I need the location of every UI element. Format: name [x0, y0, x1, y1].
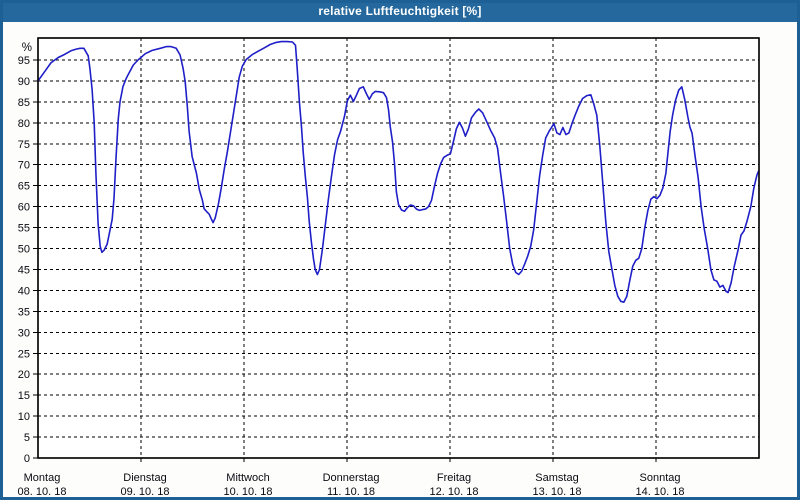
y-tick-label: 25 — [18, 348, 30, 360]
x-date-label: 13. 10. 18 — [533, 486, 582, 498]
x-day-label: Mittwoch — [226, 472, 269, 484]
y-tick-label: 40 — [18, 285, 30, 297]
window-titlebar: relative Luftfeuchtigkeit [%] — [3, 3, 797, 22]
plot-frame — [37, 37, 760, 459]
y-tick-label: 65 — [18, 181, 30, 193]
y-tick-label: 30 — [18, 327, 30, 339]
x-day-label: Donnerstag — [323, 472, 380, 484]
y-tick-label: 60 — [18, 202, 30, 214]
x-day-label: Sonntag — [640, 472, 681, 484]
y-tick-label: 50 — [18, 244, 30, 256]
x-date-label: 08. 10. 18 — [18, 486, 67, 498]
x-date-label: 12. 10. 18 — [430, 486, 479, 498]
x-date-label: 09. 10. 18 — [121, 486, 170, 498]
y-tick-label: 90 — [18, 76, 30, 88]
y-tick-label: 35 — [18, 306, 30, 318]
x-date-label: 14. 10. 18 — [636, 486, 685, 498]
x-date-label: 11. 10. 18 — [327, 486, 375, 498]
x-day-label: Montag — [24, 472, 61, 484]
y-tick-label: 80 — [18, 118, 30, 130]
humidity-trace — [37, 40, 760, 304]
y-tick-label: 45 — [18, 264, 30, 276]
y-tick-label: 15 — [18, 390, 30, 402]
y-tick-label: 55 — [18, 223, 30, 235]
y-tick-label: 10 — [18, 411, 30, 423]
y-axis-unit-label: % — [22, 42, 32, 54]
y-tick-label: 70 — [18, 160, 30, 172]
y-tick-label: 75 — [18, 139, 30, 151]
y-tick-label: 0 — [24, 453, 30, 465]
y-tick-label: 85 — [18, 97, 30, 109]
y-tick-label: 20 — [18, 369, 30, 381]
x-day-label: Freitag — [437, 472, 471, 484]
window-title: relative Luftfeuchtigkeit [%] — [318, 4, 482, 18]
x-day-label: Dienstag — [123, 472, 166, 484]
y-tick-label: 5 — [24, 432, 30, 444]
x-date-label: 10. 10. 18 — [224, 486, 273, 498]
y-tick-label: 95 — [18, 55, 30, 67]
x-day-label: Samstag — [535, 472, 578, 484]
plot-frame-border — [37, 37, 760, 459]
